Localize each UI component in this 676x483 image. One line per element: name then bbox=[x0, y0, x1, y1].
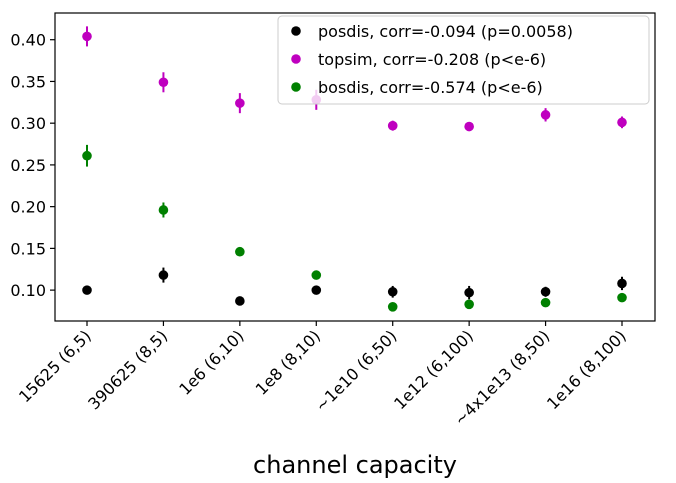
data-point bbox=[387, 120, 398, 131]
data-point bbox=[387, 302, 398, 312]
legend: posdis, corr=-0.094 (p=0.0058) topsim, co… bbox=[277, 15, 650, 105]
y-tick-label: 0.30 bbox=[10, 114, 46, 133]
legend-entry: bosdis, corr=-0.574 (p<e-6) bbox=[318, 78, 543, 97]
data-point bbox=[617, 117, 627, 128]
x-tick-label: 390625 (8,5) bbox=[84, 326, 171, 413]
data-point bbox=[235, 246, 245, 257]
data-point bbox=[235, 98, 245, 108]
plot-area-frame bbox=[54, 12, 656, 322]
data-point bbox=[617, 292, 627, 303]
x-tick-label: 1e12 (6,100) bbox=[390, 326, 477, 413]
data-point bbox=[82, 150, 92, 161]
legend-entry: topsim, corr=-0.208 (p<e-6) bbox=[318, 50, 546, 69]
y-tick-label: 0.40 bbox=[10, 31, 46, 50]
data-point bbox=[464, 299, 474, 310]
series bbox=[82, 267, 627, 306]
x-tick-label: 1e16 (8,100) bbox=[543, 326, 630, 413]
data-point bbox=[235, 296, 245, 306]
y-tick-label: 0.35 bbox=[10, 72, 46, 91]
data-point bbox=[540, 286, 551, 297]
y-tick-label: 0.15 bbox=[10, 239, 46, 258]
x-tick-label: 1e6 (6,10) bbox=[175, 326, 247, 398]
legend-marker bbox=[291, 26, 301, 36]
x-axis: 15625 (6,5)390625 (8,5) 1e6 (6,10) 1e8 (8,… bbox=[15, 321, 630, 429]
y-tick-label: 0.20 bbox=[10, 198, 46, 217]
legend-box bbox=[277, 15, 650, 105]
data-point bbox=[387, 286, 398, 297]
legend-marker bbox=[291, 54, 301, 64]
x-tick-label: ~1e10 (6,50) bbox=[311, 326, 400, 415]
legend-marker bbox=[291, 82, 301, 92]
data-point bbox=[158, 270, 169, 280]
x-tick-label: 15625 (6,5) bbox=[15, 326, 95, 406]
data-point bbox=[464, 121, 474, 132]
data-point bbox=[158, 77, 169, 88]
y-axis: 0.10 0.15 0.20 0.25 0.30 0.35 0.40 bbox=[10, 31, 55, 300]
data-point bbox=[311, 285, 322, 295]
data-point bbox=[82, 31, 92, 42]
data-marks bbox=[82, 26, 627, 312]
data-point bbox=[540, 297, 551, 308]
data-point bbox=[158, 205, 169, 215]
y-tick-label: 0.10 bbox=[10, 281, 46, 300]
data-point bbox=[311, 270, 322, 280]
legend-entry: posdis, corr=-0.094 (p=0.0058) bbox=[318, 22, 573, 41]
series bbox=[82, 144, 627, 312]
data-point bbox=[617, 278, 627, 289]
x-tick-label: 1e8 (8,10) bbox=[252, 326, 324, 398]
data-point bbox=[82, 285, 92, 295]
data-point bbox=[464, 287, 474, 298]
y-tick-label: 0.25 bbox=[10, 156, 46, 175]
data-point bbox=[540, 110, 551, 120]
x-axis-label: channel capacity bbox=[253, 451, 457, 479]
